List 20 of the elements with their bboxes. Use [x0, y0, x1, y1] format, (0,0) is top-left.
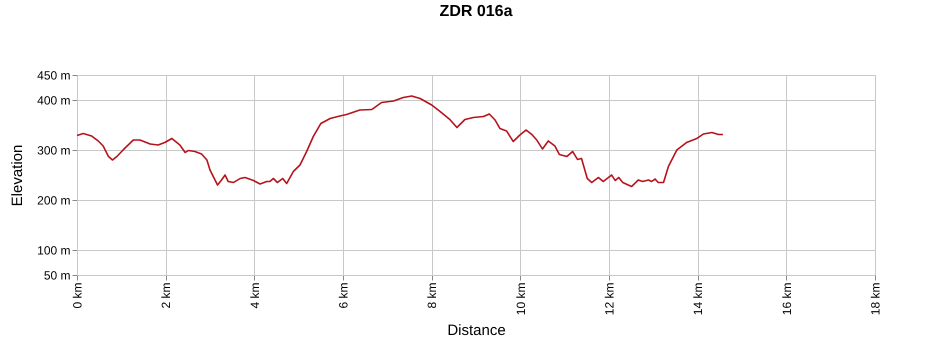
x-tick-label: 2 km: [159, 282, 174, 309]
line-series: [76, 95, 724, 188]
y-tick-label: 100 m: [37, 244, 70, 258]
x-tick-label: 18 km: [868, 282, 882, 316]
x-tick-label: 12 km: [602, 282, 616, 316]
x-tick-label: 14 km: [691, 282, 706, 316]
chart-title: ZDR 016a: [440, 3, 513, 20]
x-axis-title: Distance: [447, 322, 506, 340]
y-tick-label: 50 m: [44, 268, 70, 282]
x-tick-label: 6 km: [336, 282, 350, 309]
x-tick-label: 16 km: [780, 282, 794, 316]
x-tick-label: 8 km: [425, 282, 440, 309]
y-tick-label: 200 m: [37, 194, 70, 208]
x-tick-label: 4 km: [248, 282, 262, 309]
y-tick-label: 400 m: [37, 94, 70, 108]
y-axis-title: Elevation: [9, 144, 26, 206]
y-tick-label: 450 m: [37, 68, 70, 82]
y-tick-label: 300 m: [37, 144, 70, 158]
x-tick-label: 0 km: [70, 282, 84, 309]
x-tick-label: 10 km: [514, 282, 528, 316]
